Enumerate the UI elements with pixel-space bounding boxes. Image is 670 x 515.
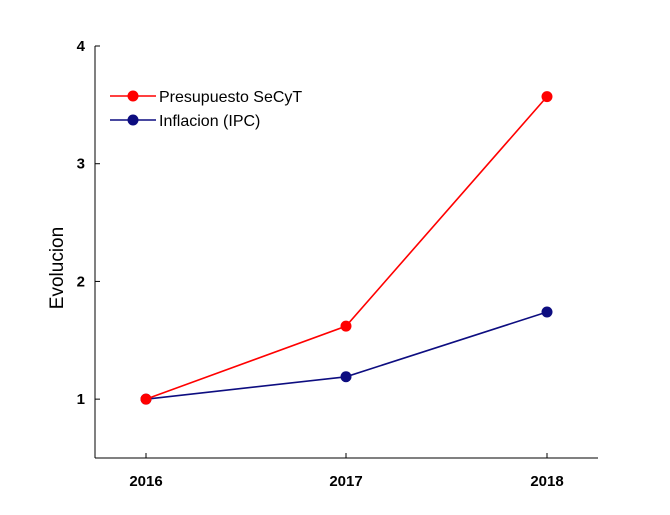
legend-label: Presupuesto SeCyT [159,89,302,106]
legend-swatch-marker [127,90,139,102]
series-layer [140,91,553,405]
x-ticks: 2016 2017 2018 [129,453,564,490]
legend-item: Inflacion (IPC) [110,113,260,130]
series-presupuesto-secyt [140,91,553,405]
data-point [541,306,553,318]
y-tick-label: 3 [77,156,85,173]
legend-label: Inflacion (IPC) [159,113,260,130]
y-ticks: 1 2 3 4 [77,38,100,408]
data-point [340,371,352,383]
data-point [140,393,152,405]
y-tick-label: 2 [77,273,85,290]
legend-item: Presupuesto SeCyT [110,89,302,106]
x-tick-label: 2017 [329,473,362,490]
series-line [145,96,548,400]
y-tick-label: 1 [77,391,85,408]
x-tick-label: 2016 [129,473,162,490]
data-point [541,91,553,103]
legend: Presupuesto SeCyT Inflacion (IPC) [110,89,302,130]
legend-swatch-marker [127,114,139,126]
x-tick-label: 2018 [530,473,563,490]
y-tick-label: 4 [77,38,86,55]
y-axis-label: Evolucion [47,227,68,309]
data-point [340,320,352,332]
